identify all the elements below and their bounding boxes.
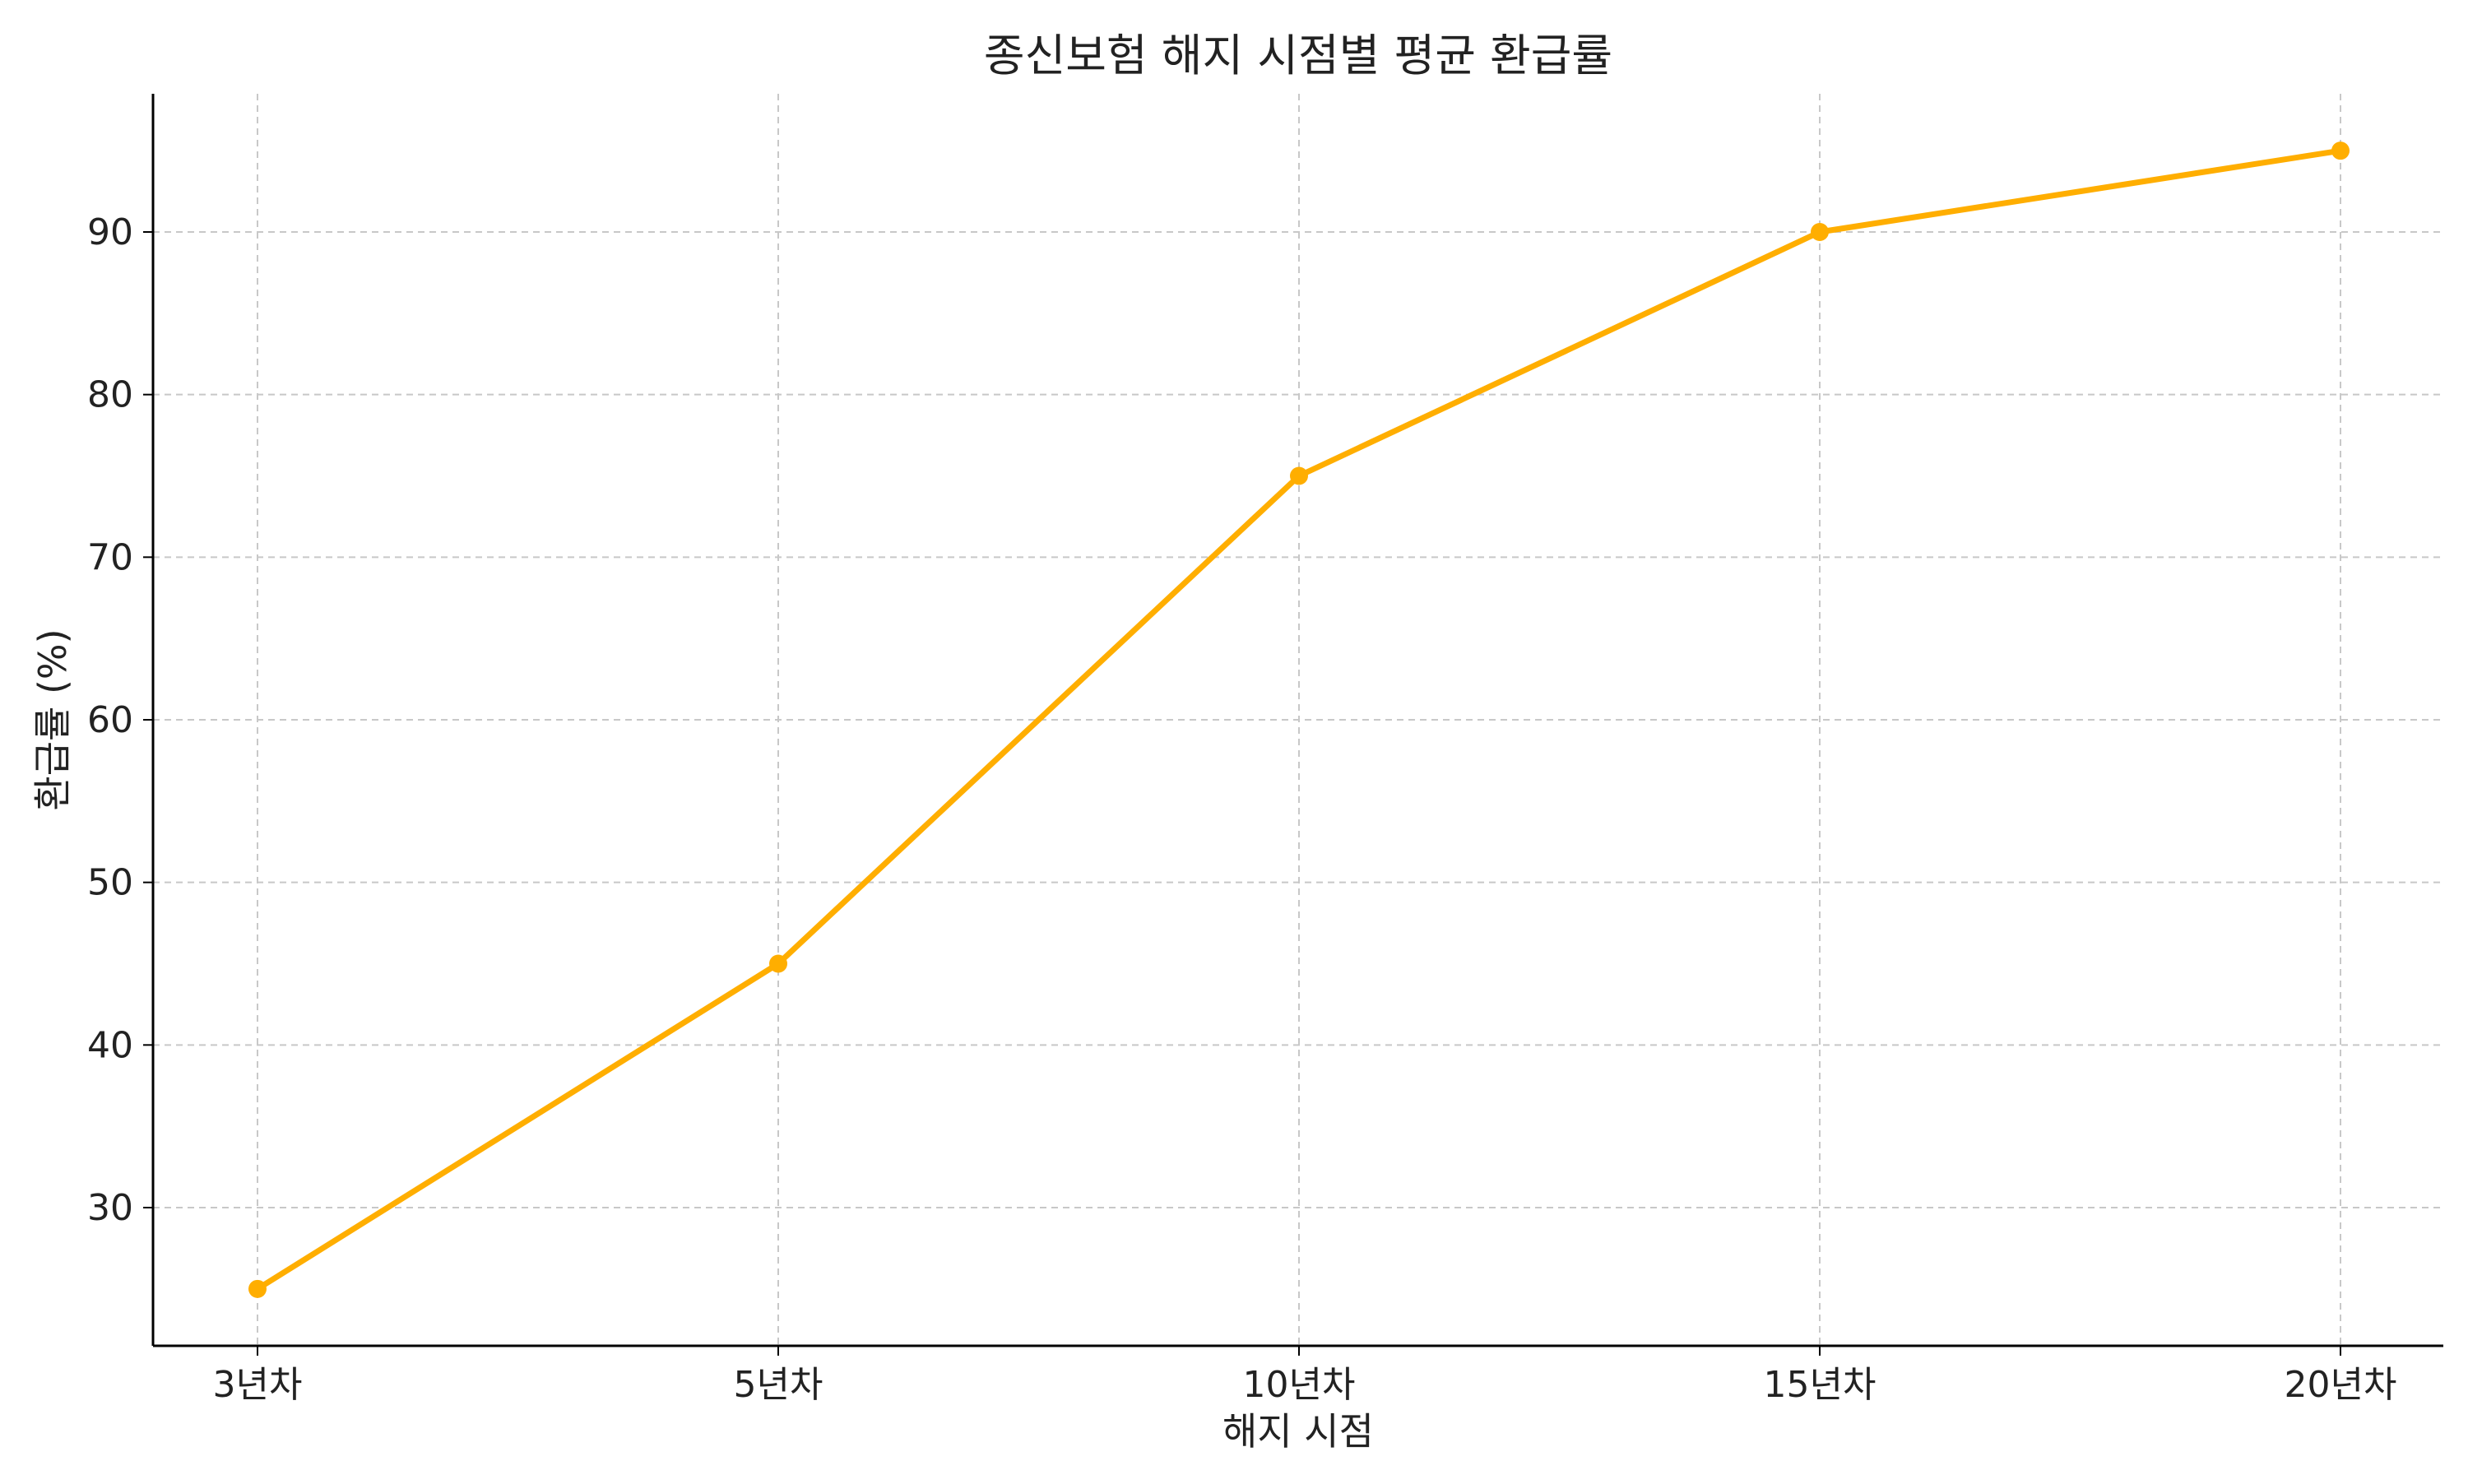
series bbox=[248, 141, 2350, 1298]
y-tick-label: 50 bbox=[87, 862, 133, 904]
x-axis-label: 해지 시점 bbox=[1222, 1409, 1374, 1454]
data-point bbox=[1811, 223, 1829, 242]
y-tick-label: 40 bbox=[87, 1024, 133, 1066]
y-tick-label: 60 bbox=[87, 699, 133, 741]
data-point bbox=[2331, 141, 2350, 160]
data-point bbox=[1290, 466, 1308, 485]
grid bbox=[153, 94, 2443, 1346]
y-tick-label: 80 bbox=[87, 374, 133, 416]
data-point bbox=[248, 1279, 267, 1298]
x-tick-label: 20년차 bbox=[2285, 1364, 2397, 1406]
data-point bbox=[769, 954, 787, 973]
x-tick-label: 15년차 bbox=[1764, 1364, 1877, 1406]
y-tick-label: 90 bbox=[87, 211, 133, 253]
y-axis-label: 환급률 (%) bbox=[30, 628, 75, 810]
chart-title: 종신보험 해지 시점별 평균 환급률 bbox=[984, 30, 1612, 81]
x-tick-label: 10년차 bbox=[1243, 1364, 1356, 1406]
x-tick-label: 5년차 bbox=[734, 1364, 823, 1406]
y-tick-label: 30 bbox=[87, 1187, 133, 1229]
y-tick-label: 70 bbox=[87, 536, 133, 578]
ticks: 3년차 5년차 10년차 15년차 20년차 30 40 50 60 70 80 90 bbox=[87, 211, 2396, 1406]
x-tick-label: 3년차 bbox=[213, 1364, 303, 1406]
